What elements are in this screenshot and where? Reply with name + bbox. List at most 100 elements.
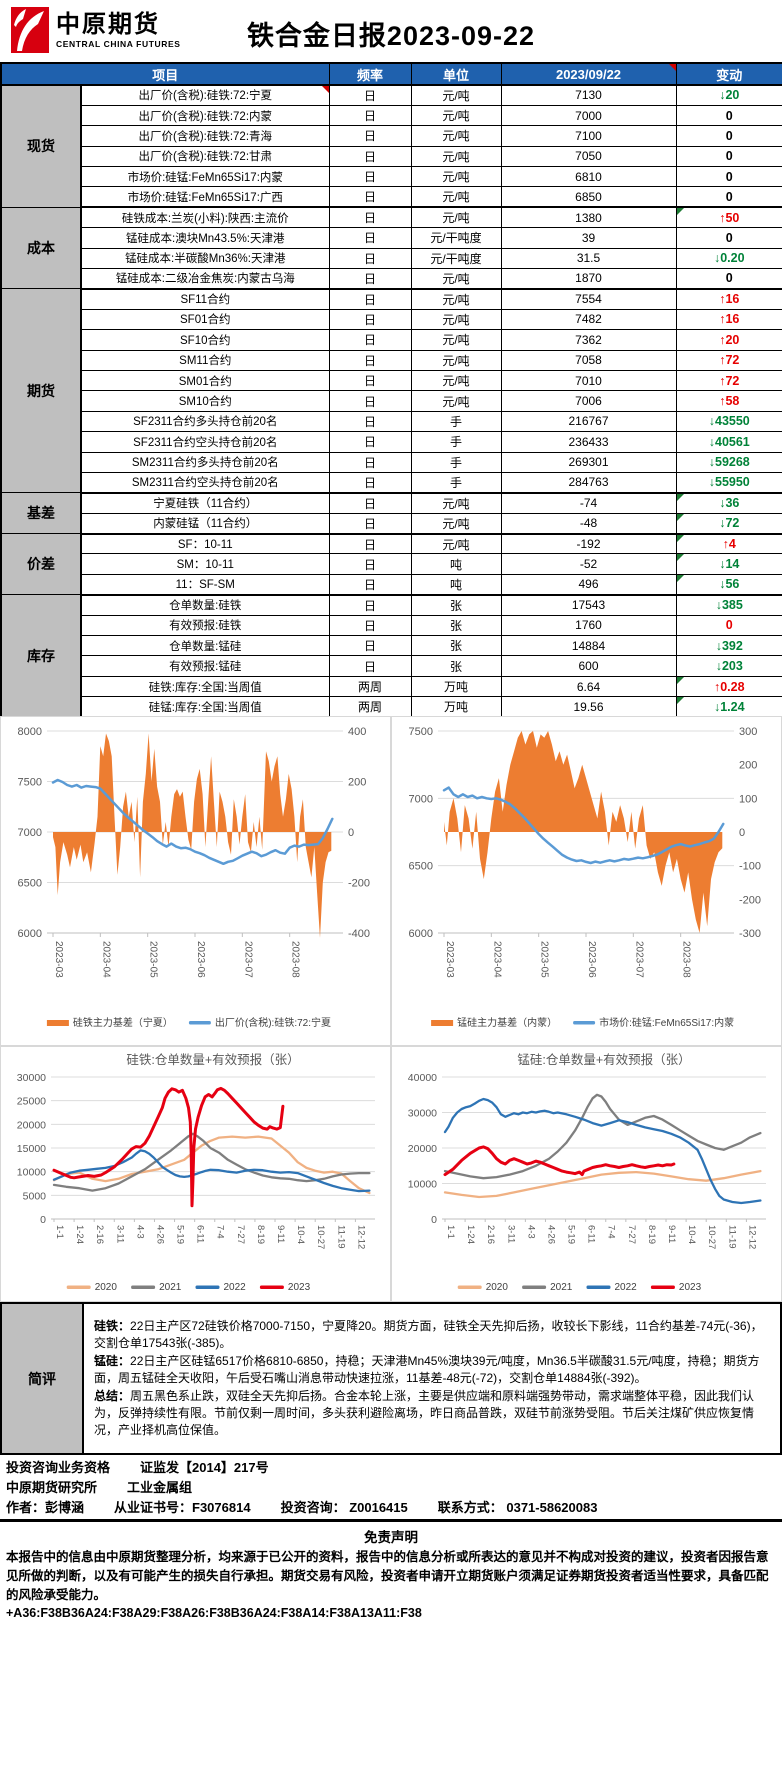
item-cell: 硅铁:库存:全国:当周值 [80,675,330,698]
table-row: 锰硅成本:二级冶金焦炭:内蒙古乌海日元/吨 1870 0 [1,268,782,290]
table-row: 内蒙硅锰（11合约）日元/吨 -48 ↓72 [1,512,782,535]
svg-text:12-12: 12-12 [355,1225,366,1249]
svg-text:3-11: 3-11 [114,1225,125,1243]
table-row: 期货 SF11合约日元/吨 7554 ↑16 [0,288,782,494]
item-cell: 宁夏硅铁（11合约） [80,492,330,514]
table-row: SF2311合约空头持仓前20名日手 236433 ↓40561 [1,431,782,453]
svg-text:2021: 2021 [159,1282,182,1293]
svg-text:2023-07: 2023-07 [242,941,253,978]
category-cell: 期货 [0,288,82,494]
table-row: 有效预报:硅铁日张 1760 0 [1,614,782,637]
svg-text:3-11: 3-11 [505,1225,516,1243]
unit-cell: 元/吨 [410,308,502,331]
value-cell: 236433 [500,431,677,453]
chart-sf-warehouse: 硅铁:仓单数量+有效预报（张） 0 5000 10000 15000 20000 25000… [0,1046,391,1302]
unit-cell: 元/吨 [410,84,502,106]
change-cell: 0 [675,268,782,290]
footer-segment: 中原期货研究所 [6,1480,98,1495]
unit-cell: 张 [410,594,502,616]
chart-sm-basis: 7500 7000 6500 6000 300 200 100 0 -100 -200 -300 20… [391,716,782,1046]
data-table-wrap: 项目 频率 单位 2023/09/22 变动 现货 出厂价(含税):硅铁:72:宁… [0,62,782,719]
value-cell: 19.56 [500,696,677,719]
freq-cell: 日 [328,614,412,637]
item-cell: SM2311合约多头持仓前20名 [80,451,330,473]
footer-segment: 投资咨询业务资格 [6,1460,111,1475]
value-cell: 7100 [500,125,677,147]
chart-sm-warehouse: 锰硅:仓单数量+有效预报（张） 0 10000 20000 30000 40000 1-1 1… [391,1046,782,1302]
category-cell: 成本 [0,206,82,290]
freq-cell: 日 [328,227,412,249]
svg-text:2023-07: 2023-07 [633,941,644,978]
value-cell: -52 [500,553,677,575]
svg-text:4-3: 4-3 [525,1225,536,1239]
table-row: 出厂价(含税):硅铁:72:甘肃日元/吨 7050 0 [1,145,782,168]
svg-text:30000: 30000 [17,1072,46,1084]
svg-text:7-27: 7-27 [235,1225,246,1244]
svg-text:4-26: 4-26 [154,1225,165,1244]
svg-text:7500: 7500 [409,726,433,738]
value-cell: 7006 [500,390,677,412]
value-cell: 6.64 [500,675,677,698]
unit-cell: 手 [410,471,502,494]
unit-cell: 元/吨 [410,533,502,555]
unit-cell: 元/吨 [410,125,502,147]
item-cell: 锰硅成本:半碳酸Mn36%:天津港 [80,247,330,270]
table-row: 出厂价(含税):硅铁:72:内蒙日元/吨 7000 0 [1,104,782,127]
svg-text:2023-05: 2023-05 [539,941,550,978]
footer-line: 投资咨询业务资格 证监发【2014】217号 [0,1458,782,1478]
freq-cell: 日 [328,186,412,209]
item-cell: SF2311合约多头持仓前20名 [80,410,330,433]
svg-text:2023-03: 2023-03 [444,941,455,978]
comment-paragraph-label: 总结： [94,1388,131,1403]
svg-text:1-24: 1-24 [465,1225,476,1244]
svg-text:6-11: 6-11 [586,1225,597,1243]
item-cell: SM：10-11 [80,553,330,575]
value-cell: 600 [500,655,677,677]
freq-cell: 日 [328,145,412,168]
svg-text:锰硅主力基差（内蒙）: 锰硅主力基差（内蒙） [457,1016,557,1029]
unit-cell: 吨 [410,573,502,596]
value-cell: 1380 [500,206,677,229]
unit-cell: 元/吨 [410,145,502,168]
item-cell: SF11合约 [80,288,330,310]
footer-segment: 证监发【2014】217号 [140,1460,269,1475]
svg-text:0: 0 [348,827,354,839]
change-cell: ↓385 [675,594,782,616]
item-cell: 锰硅成本:澳块Mn43.5%:天津港 [80,227,330,249]
comment-paragraph-label: 硅铁： [94,1319,131,1333]
value-cell: 7010 [500,369,677,392]
comment-paragraph: 总结：周五黑色系止跌，双硅全天先抑后扬。合金本轮上涨，主要是供应端和原料端强势带… [94,1388,755,1438]
unit-cell: 元/吨 [410,329,502,351]
svg-text:10000: 10000 [17,1167,46,1179]
value-cell: 7362 [500,329,677,351]
change-cell: ↓72 [675,512,782,535]
svg-text:2023: 2023 [679,1282,702,1293]
change-cell: 0 [675,227,782,249]
svg-text:10-4: 10-4 [295,1225,306,1244]
report-footer: 投资咨询业务资格 证监发【2014】217号 中原期货研究所 工业金属组 作者：彭博涵 从… [0,1455,782,1519]
svg-text:10-4: 10-4 [686,1225,697,1244]
item-cell: SM01合约 [80,369,330,392]
table-row: 库存 仓单数量:硅铁日张 17543 ↓385 [0,594,782,718]
svg-text:6-11: 6-11 [195,1225,206,1243]
table-row: SF2311合约多头持仓前20名日手 216767 ↓43550 [1,410,782,433]
change-cell: ↑58 [675,390,782,412]
svg-text:11-19: 11-19 [335,1225,346,1249]
change-cell: ↓56 [675,573,782,596]
value-cell: -48 [500,512,677,535]
col-header-item: 项目 [0,62,330,86]
item-cell: 有效预报:锰硅 [80,655,330,677]
value-cell: 6850 [500,186,677,209]
svg-text:6500: 6500 [18,878,42,890]
chart-sf-basis: 8000 7500 7000 6500 6000 400 200 0 -200 -400 2023-… [0,716,391,1046]
unit-cell: 张 [410,635,502,657]
freq-cell: 日 [328,268,412,290]
change-cell: ↑4 [675,533,782,555]
freq-cell: 日 [328,431,412,453]
value-cell: 7554 [500,288,677,310]
svg-text:10-27: 10-27 [315,1225,326,1249]
table-row: 仓单数量:锰硅日张 14884 ↓392 [1,635,782,657]
freq-cell: 日 [328,512,412,535]
footer-segment: 投资咨询： Z0016415 [280,1500,408,1515]
svg-text:7-4: 7-4 [606,1225,617,1239]
